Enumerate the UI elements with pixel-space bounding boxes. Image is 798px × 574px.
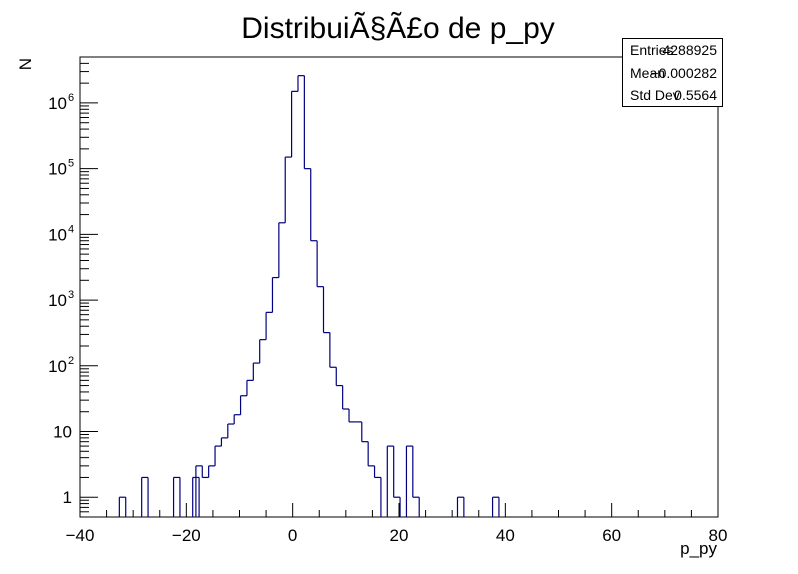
y-axis-label: N bbox=[16, 58, 35, 70]
x-axis-label: p_py bbox=[680, 539, 717, 558]
x-tick-label: −40 bbox=[66, 526, 95, 545]
y-tick-label: 10 bbox=[48, 160, 67, 179]
y-tick-exponent: 5 bbox=[68, 158, 74, 170]
y-tick-label: 1 bbox=[63, 488, 72, 507]
stats-entries-row: Entries 4288925 bbox=[630, 40, 717, 60]
x-tick-label: 60 bbox=[602, 526, 621, 545]
stats-mean-row: Mean −0.000282 bbox=[630, 63, 717, 83]
y-tick-exponent: 6 bbox=[68, 92, 74, 104]
stats-mean-value: −0.000282 bbox=[650, 65, 717, 81]
stats-stddev-row: Std Dev 0.5564 bbox=[630, 85, 717, 105]
stats-stddev-value: 0.5564 bbox=[674, 87, 717, 103]
stats-stddev-label: Std Dev bbox=[630, 87, 680, 103]
y-tick-exponent: 3 bbox=[68, 289, 74, 301]
x-tick-label: −20 bbox=[172, 526, 201, 545]
y-tick-exponent: 2 bbox=[68, 355, 74, 367]
stats-box: Entries 4288925 Mean −0.000282 Std Dev 0… bbox=[622, 38, 723, 107]
x-tick-label: 80 bbox=[709, 526, 728, 545]
y-tick-label: 10 bbox=[53, 423, 72, 442]
y-tick-label: 10 bbox=[48, 225, 67, 244]
y-tick-label: 10 bbox=[48, 357, 67, 376]
plot-frame bbox=[79, 56, 719, 518]
x-tick-label: 20 bbox=[390, 526, 409, 545]
stats-entries-value: 4288925 bbox=[662, 42, 717, 58]
stats-mean-label: Mean bbox=[630, 65, 666, 81]
stats-entries-label: Entries bbox=[630, 42, 674, 58]
y-tick-label: 10 bbox=[48, 94, 67, 113]
y-tick-label: 10 bbox=[48, 291, 67, 310]
chart-title: DistribuiÃ§Ã£o de p_py bbox=[241, 11, 555, 45]
x-tick-label: 0 bbox=[288, 526, 297, 545]
x-tick-label: 40 bbox=[496, 526, 515, 545]
y-tick-exponent: 4 bbox=[68, 223, 74, 235]
